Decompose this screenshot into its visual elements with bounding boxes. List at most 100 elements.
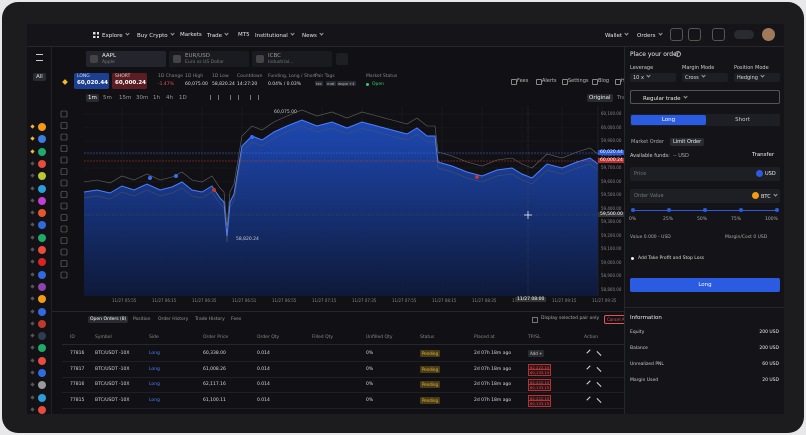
nav-item[interactable]: Institutional xyxy=(255,31,295,39)
favorite-star[interactable] xyxy=(30,161,35,166)
favorite-star[interactable] xyxy=(30,308,35,314)
pair-icon[interactable] xyxy=(38,246,46,254)
favorite-star[interactable] xyxy=(30,222,35,228)
timeframe[interactable]: 1m xyxy=(86,94,99,102)
pair-filter-checkbox[interactable] xyxy=(532,317,538,323)
timeframe[interactable]: 15m xyxy=(119,95,132,101)
pair-icon[interactable] xyxy=(38,258,46,267)
favorite-star[interactable] xyxy=(30,284,35,289)
edit-button[interactable] xyxy=(586,396,591,401)
add-tab[interactable] xyxy=(336,53,348,65)
favorite-star[interactable] xyxy=(30,333,35,338)
filter-all[interactable]: All xyxy=(33,73,46,81)
tool-icon[interactable] xyxy=(562,79,568,85)
delete-button[interactable] xyxy=(596,382,602,388)
pair-icon[interactable] xyxy=(38,270,46,279)
price-input[interactable]: Price USD xyxy=(630,167,780,181)
chart-view[interactable]: Original xyxy=(587,94,613,102)
submit-button[interactable]: Long xyxy=(630,278,780,292)
timeframe[interactable]: 1h xyxy=(153,95,160,101)
nav-icon-button[interactable] xyxy=(712,28,725,41)
tool-icon[interactable] xyxy=(592,79,598,85)
delete-button[interactable] xyxy=(596,351,602,356)
pair-icon[interactable] xyxy=(38,172,46,181)
favorite-star[interactable] xyxy=(30,198,35,203)
pair-icon[interactable] xyxy=(38,135,46,144)
chart-option[interactable] xyxy=(210,95,219,100)
tool-link[interactable]: Settings xyxy=(568,78,589,84)
favorite-star[interactable] xyxy=(30,394,35,400)
timeframe[interactable]: 1D xyxy=(179,95,187,101)
orders-tab[interactable]: Trade History xyxy=(195,317,225,322)
side-long[interactable]: Long xyxy=(631,115,706,125)
setting-select[interactable]: Cross xyxy=(682,73,728,82)
nav-icon-button[interactable] xyxy=(670,28,683,41)
pair-tab[interactable]: EUR/USD Euro vs US Dollar xyxy=(169,51,249,67)
orders-tab[interactable]: Fees xyxy=(231,317,242,322)
pair-icon[interactable] xyxy=(38,307,46,316)
favorite-star[interactable] xyxy=(30,235,35,240)
pair-icon[interactable] xyxy=(38,381,46,390)
pair-icon[interactable] xyxy=(38,295,46,304)
transfer-link[interactable]: Transfer xyxy=(752,152,775,158)
pair-tab[interactable]: AAPL Apple xyxy=(86,51,166,67)
pair-icon[interactable] xyxy=(38,282,46,291)
nav-item[interactable]: News xyxy=(302,31,324,39)
setting-select[interactable]: Hedging xyxy=(734,73,780,82)
timeframe[interactable]: 5m xyxy=(103,95,112,101)
nav-icon-button[interactable] xyxy=(688,28,701,41)
value-unit[interactable]: BTC xyxy=(761,192,778,200)
pair-icon[interactable] xyxy=(38,344,46,353)
theme-toggle[interactable] xyxy=(734,30,754,39)
tool-link[interactable]: Fees xyxy=(517,78,529,84)
tool-icon[interactable] xyxy=(511,79,517,85)
slider-stop[interactable] xyxy=(631,208,635,212)
short-price-box[interactable]: SHORT 60,000.24 xyxy=(112,73,147,89)
market-order-tab[interactable]: Market Order xyxy=(631,139,664,145)
avatar[interactable] xyxy=(762,28,775,41)
slider-stop[interactable] xyxy=(739,208,743,212)
favorite-star[interactable] xyxy=(30,370,35,375)
pair-icon[interactable] xyxy=(38,196,46,205)
nav-item[interactable]: Trade xyxy=(207,31,229,39)
favorite-star[interactable] xyxy=(30,271,35,277)
favorite-star[interactable] xyxy=(30,210,35,215)
orders-menu[interactable]: Orders xyxy=(637,31,663,39)
setting-select[interactable]: 10 x xyxy=(630,73,676,82)
favorite-star[interactable] xyxy=(30,247,35,252)
pair-icon[interactable] xyxy=(38,405,46,414)
trade-type-select[interactable]: Regular trade xyxy=(630,90,780,104)
favorite-star[interactable] xyxy=(30,345,35,351)
pair-tab[interactable]: ICBC Industrial... xyxy=(252,51,332,67)
favorite-star[interactable] xyxy=(30,382,35,387)
favorite-star[interactable] xyxy=(30,358,35,363)
favorite-star[interactable] xyxy=(30,259,35,264)
favorite-star[interactable] xyxy=(30,124,35,129)
side-short[interactable]: Short xyxy=(735,117,750,123)
pair-icon[interactable] xyxy=(38,393,46,402)
tpsl-link[interactable]: Add Take Profit and Stop Loss xyxy=(638,256,705,261)
long-price-box[interactable]: LONG 60,020.44 xyxy=(74,73,109,89)
chart-option[interactable] xyxy=(230,95,239,100)
value-input[interactable]: Order Value BTC xyxy=(630,189,780,203)
delete-button[interactable] xyxy=(596,397,602,403)
timeframe[interactable]: 4h xyxy=(166,95,173,101)
edit-button[interactable] xyxy=(586,349,591,354)
pair-icon[interactable] xyxy=(38,332,46,341)
tool-link[interactable]: Blog xyxy=(598,78,610,84)
favorite-star[interactable] xyxy=(30,173,35,178)
fav-star[interactable] xyxy=(62,79,68,85)
delete-button[interactable] xyxy=(596,366,602,372)
pair-icon[interactable] xyxy=(38,356,46,365)
limit-order-tab[interactable]: Limit Order xyxy=(670,138,705,146)
pair-icon[interactable] xyxy=(38,159,46,168)
pair-icon[interactable] xyxy=(38,233,46,242)
slider-stop[interactable] xyxy=(703,208,707,212)
nav-item[interactable]: MT5 xyxy=(238,32,250,38)
pair-icon[interactable] xyxy=(38,209,46,218)
nav-item[interactable]: Explore xyxy=(102,31,130,39)
slider-stop[interactable] xyxy=(775,208,779,212)
pair-icon[interactable] xyxy=(38,123,46,131)
favorite-star[interactable] xyxy=(30,321,35,326)
pair-icon[interactable] xyxy=(38,184,46,193)
